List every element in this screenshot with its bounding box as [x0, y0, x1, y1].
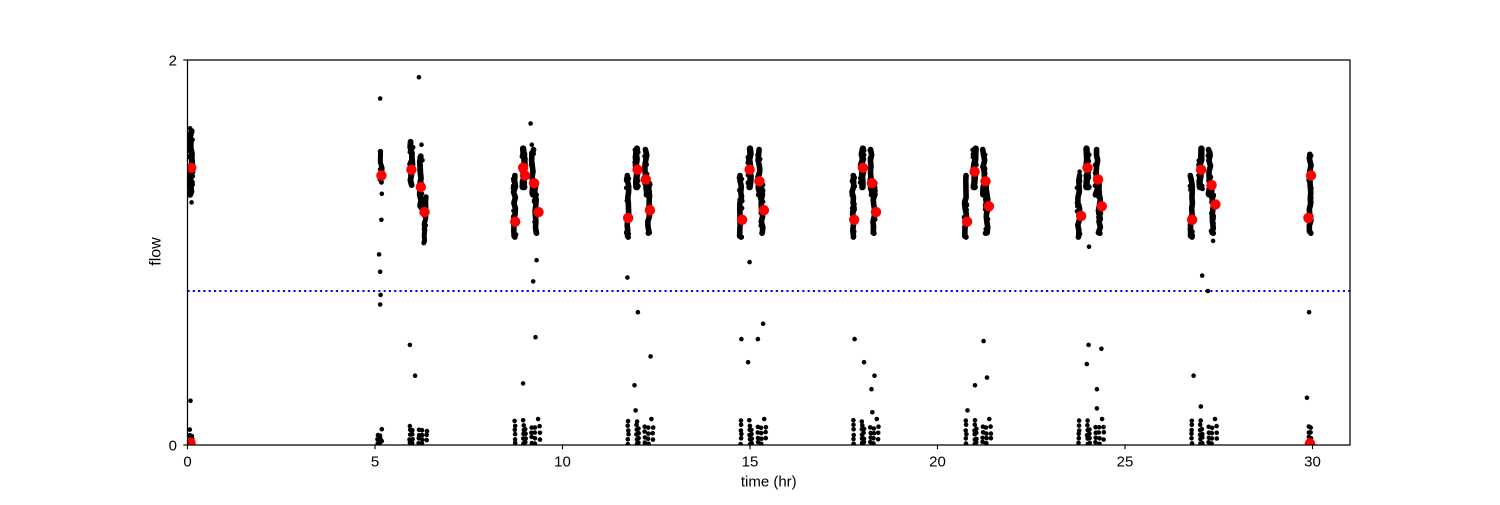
svg-text:time (hr): time (hr) [741, 474, 797, 491]
svg-text:10: 10 [554, 454, 571, 471]
svg-text:5: 5 [371, 454, 379, 471]
svg-text:0: 0 [169, 438, 177, 455]
svg-text:15: 15 [742, 454, 759, 471]
svg-text:2: 2 [169, 53, 177, 70]
svg-text:0: 0 [183, 454, 191, 471]
svg-text:25: 25 [1117, 454, 1134, 471]
svg-text:flow: flow [148, 237, 165, 266]
svg-text:20: 20 [929, 454, 946, 471]
svg-text:30: 30 [1304, 454, 1321, 471]
